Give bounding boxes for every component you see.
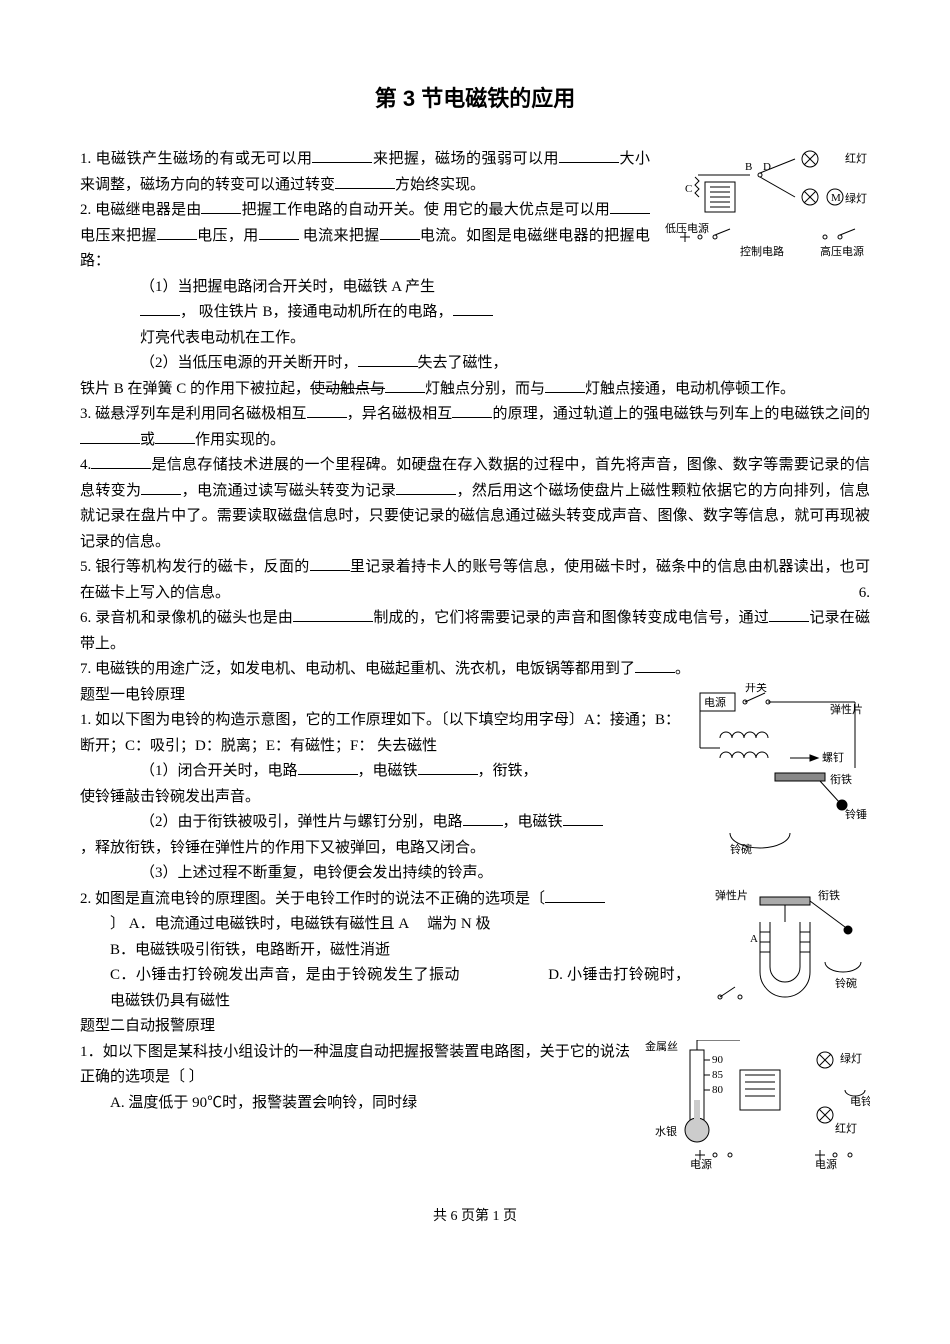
q5: 5. 银行等机构发行的磁卡，反面的里记录着持卡人的账号等信息，使用磁卡时，磁条中… [80,555,870,606]
svg-text:电源: 电源 [815,1157,837,1170]
svg-text:A: A [750,933,758,945]
svg-text:90: 90 [712,1054,724,1066]
q6: 6. 录音机和录像机的磁头也是由制成的，它们将需要记录的声音和图像转变成电信号，… [80,606,870,657]
svg-text:红灯: 红灯 [845,152,867,165]
svg-text:衔铁: 衔铁 [818,889,840,902]
figure-alarm: 金属丝 90 85 80 水银 绿灯 红灯 电铃 电源 电源 [640,1040,870,1170]
q3: 3. 磁悬浮列车是利用同名磁极相互，异名磁极相互的原理，通过轨道上的强电磁铁与列… [80,402,870,453]
svg-text:绿灯: 绿灯 [845,191,867,205]
svg-text:B: B [745,161,752,173]
svg-text:85: 85 [712,1069,724,1081]
type1-s3: （3）上述过程不断重复，电铃便会发出持续的铃声。 [80,861,870,887]
figure-bell-2: 弹性片 衔铁 A 铃碗 [700,887,870,1017]
svg-text:红灯: 红灯 [835,1122,857,1135]
type2-header: 题型二自动报警原理 [80,1014,870,1040]
svg-text:开关: 开关 [745,683,767,694]
svg-text:铃碗: 铃碗 [835,976,857,990]
svg-text:铃锤: 铃锤 [845,807,867,821]
q2-sub2: （2）当低压电源的开关断开时，失去了磁性， [80,351,870,377]
svg-text:电源: 电源 [704,695,726,709]
figure-relay: 红灯 绿灯 M B C D 低压电源 控制电路 高压电源 [660,147,870,267]
svg-text:衔铁: 衔铁 [830,773,852,786]
svg-text:绿灯: 绿灯 [840,1051,862,1065]
svg-text:铃碗: 铃碗 [730,842,752,856]
svg-text:M: M [831,192,841,204]
svg-text:弹性片: 弹性片 [830,702,863,716]
svg-text:电源: 电源 [690,1157,712,1170]
svg-text:弹性片: 弹性片 [715,888,748,902]
q4: 4.是信息存储技术进展的一个里程碑。如硬盘在存入数据的过程中，首先将声音，图像、… [80,453,870,555]
svg-text:低压电源: 低压电源 [665,221,709,235]
svg-text:80: 80 [712,1084,724,1096]
q7: 7. 电磁铁的用途广泛，如发电机、电动机、电磁起重机、洗衣机，电饭锅等都用到了。 [80,657,870,683]
figure-bell-1: 电源 开关 弹性片 螺钉 衔铁 铃锤 铃碗 [690,683,870,863]
page-footer: 共 6 页第 1 页 [80,1205,870,1229]
svg-text:水银: 水银 [655,1124,677,1138]
svg-text:C: C [685,183,692,195]
svg-text:控制电路: 控制电路 [740,244,784,258]
svg-text:金属丝: 金属丝 [645,1040,678,1053]
svg-text:高压电源: 高压电源 [820,244,864,258]
q2-sub1: （1）当把握电路闭合开关时，电磁铁 A 产生 ， 吸住铁片 B，接通电动机所在的… [80,275,870,352]
q2-line6: 铁片 B 在弹簧 C 的作用下被拉起，使动触点与灯触点分别，而与灯触点接通，电动… [80,377,870,403]
svg-text:电铃: 电铃 [850,1094,870,1108]
page-title: 第 3 节电磁铁的应用 [80,80,870,117]
svg-text:D: D [763,161,771,173]
svg-text:螺钉: 螺钉 [822,751,844,764]
